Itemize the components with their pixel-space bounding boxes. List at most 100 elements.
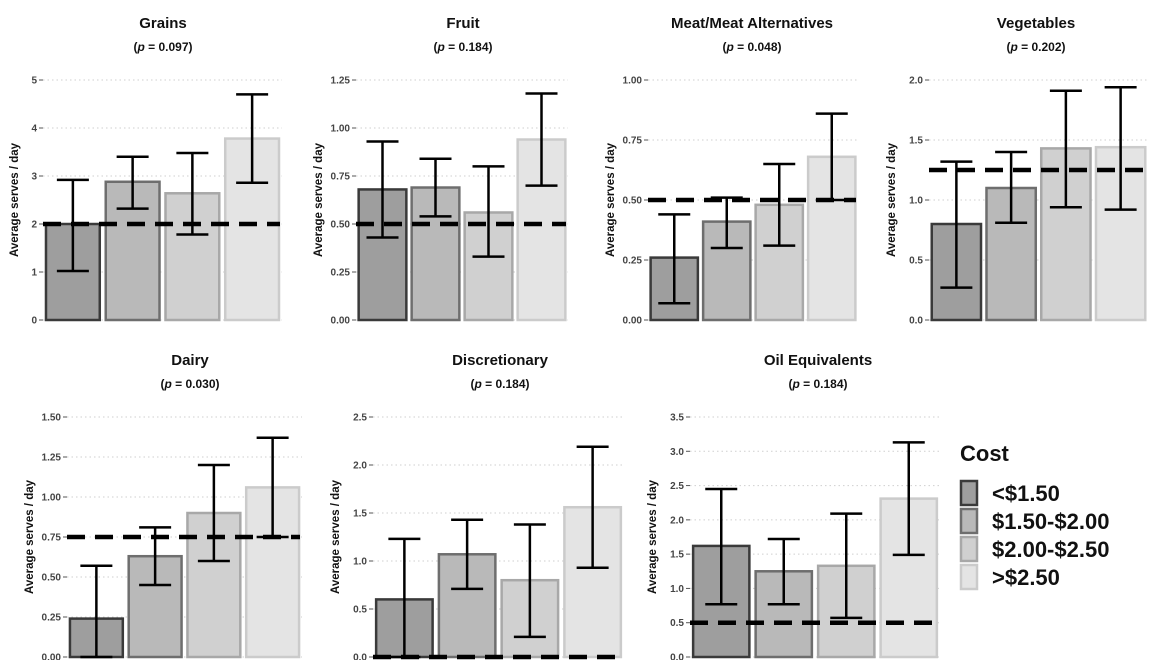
legend-label: <$1.50 — [992, 481, 1060, 506]
error-bar — [767, 537, 800, 606]
tick-label: 1 — [31, 268, 37, 279]
tick-label: 1.25 — [331, 76, 351, 87]
panel-title: Meat/Meat Alternatives — [671, 15, 833, 32]
error-bar — [513, 523, 546, 639]
panel-grains: Grains (p = 0.097) 0 1 2 3 4 5 Average serves / … — [9, 15, 282, 327]
bar — [127, 554, 183, 659]
y-axis-label: Average serves / day — [313, 142, 325, 257]
error-bar — [525, 92, 558, 187]
tick-label: 1.00 — [42, 493, 62, 504]
legend-swatch — [959, 535, 979, 563]
legend-label: $2.00-$2.50 — [992, 537, 1109, 562]
tick-label: 2.0 — [670, 515, 684, 526]
error-bar — [236, 93, 269, 184]
panel-subtitle: (p = 0.048) — [722, 40, 781, 54]
y-axis-label: Average serves / day — [647, 479, 659, 594]
error-bar — [763, 162, 796, 247]
legend-title: Cost — [960, 441, 1010, 466]
panel-title: Vegetables — [997, 15, 1075, 32]
tick-label: 1.5 — [670, 550, 684, 561]
tick-label: 0.50 — [623, 196, 643, 207]
legend-swatch — [959, 563, 979, 591]
tick-label: 0.75 — [623, 136, 643, 147]
tick-label: 0.0 — [353, 653, 367, 660]
tick-label: 0.00 — [42, 653, 62, 660]
bar — [701, 220, 752, 322]
error-bar — [139, 526, 172, 587]
tick-label: 5 — [31, 76, 37, 87]
legend: Cost <$1.50 $1.50-$2.00 $2.00-$2.50 >$2.50 — [959, 441, 1109, 591]
tick-label: 0 — [31, 316, 37, 327]
legend-label: >$2.50 — [992, 565, 1060, 590]
panel-title: Discretionary — [452, 352, 549, 369]
error-bar — [710, 196, 743, 250]
tick-label: 1.5 — [909, 136, 923, 147]
panel-meat-meat-alternatives: Meat/Meat Alternatives (p = 0.048) 0.00 0.2… — [605, 15, 858, 327]
panel-title: Oil Equivalents — [764, 352, 872, 369]
panel-vegetables: Vegetables (p = 0.202) 0.0 0.5 1.0 1.5 2.0 Aver… — [886, 15, 1148, 327]
tick-label: 1.0 — [353, 557, 367, 568]
panel-dairy: Dairy (p = 0.030) 0.00 0.25 0.50 0.75 1.00 1.25… — [24, 352, 302, 660]
error-bar — [940, 160, 973, 289]
tick-label: 1.25 — [42, 453, 62, 464]
legend-swatch — [959, 479, 979, 507]
error-bar — [366, 140, 399, 239]
tick-label: 0.5 — [670, 618, 684, 629]
error-bar — [176, 151, 209, 236]
tick-label: 1.0 — [670, 584, 684, 595]
tick-label: 0.00 — [331, 316, 351, 327]
y-axis-label: Average serves / day — [330, 479, 342, 594]
error-bar — [56, 178, 89, 273]
error-bar — [388, 537, 421, 659]
error-bar — [256, 436, 289, 539]
error-bar — [830, 512, 863, 620]
tick-label: 0.25 — [331, 268, 351, 279]
legend-label: $1.50-$2.00 — [992, 509, 1109, 534]
error-bar — [658, 213, 691, 305]
tick-label: 0.00 — [623, 316, 643, 327]
tick-label: 0.5 — [909, 256, 923, 267]
tick-label: 0.0 — [670, 653, 684, 660]
tick-label: 2.0 — [909, 76, 923, 87]
error-bar — [705, 487, 738, 606]
panel-subtitle: (p = 0.184) — [788, 377, 847, 391]
tick-label: 2.5 — [670, 481, 684, 492]
panel-oil-equivalents: Oil Equivalents (p = 0.184) 0.0 0.5 1.0 1.5 2.… — [647, 352, 940, 660]
panel-subtitle: (p = 0.184) — [433, 40, 492, 54]
error-bar — [892, 441, 925, 557]
y-axis-label: Average serves / day — [9, 142, 21, 257]
panel-subtitle: (p = 0.202) — [1006, 40, 1065, 54]
tick-label: 0.50 — [42, 573, 62, 584]
tick-label: 1.5 — [353, 509, 367, 520]
tick-label: 2 — [31, 220, 37, 231]
panel-subtitle: (p = 0.184) — [470, 377, 529, 391]
tick-label: 1.00 — [623, 76, 643, 87]
tick-label: 4 — [31, 124, 37, 135]
error-bar — [1049, 89, 1082, 209]
bar — [1094, 145, 1147, 322]
error-bar — [80, 564, 113, 659]
panel-discretionary: Discretionary (p = 0.184) 0.0 0.5 1.0 1.5 2.0 2… — [330, 352, 624, 660]
error-bar — [419, 157, 452, 218]
error-bar — [451, 518, 484, 591]
tick-label: 1.0 — [909, 196, 923, 207]
error-bar — [197, 463, 230, 563]
panel-subtitle: (p = 0.030) — [160, 377, 219, 391]
tick-label: 1.00 — [331, 124, 351, 135]
tick-label: 0.25 — [623, 256, 643, 267]
tick-label: 3 — [31, 172, 37, 183]
error-bar — [576, 445, 609, 569]
tick-label: 1.50 — [42, 413, 62, 424]
y-axis-label: Average serves / day — [24, 479, 36, 594]
tick-label: 0.75 — [331, 172, 351, 183]
panel-subtitle: (p = 0.097) — [133, 40, 192, 54]
tick-label: 0.50 — [331, 220, 351, 231]
tick-label: 0.75 — [42, 533, 62, 544]
error-bar — [472, 165, 505, 258]
tick-label: 2.0 — [353, 461, 367, 472]
tick-label: 0.25 — [42, 613, 62, 624]
error-bar — [815, 112, 848, 202]
legend-swatch — [959, 507, 979, 535]
y-axis-label: Average serves / day — [886, 142, 898, 257]
